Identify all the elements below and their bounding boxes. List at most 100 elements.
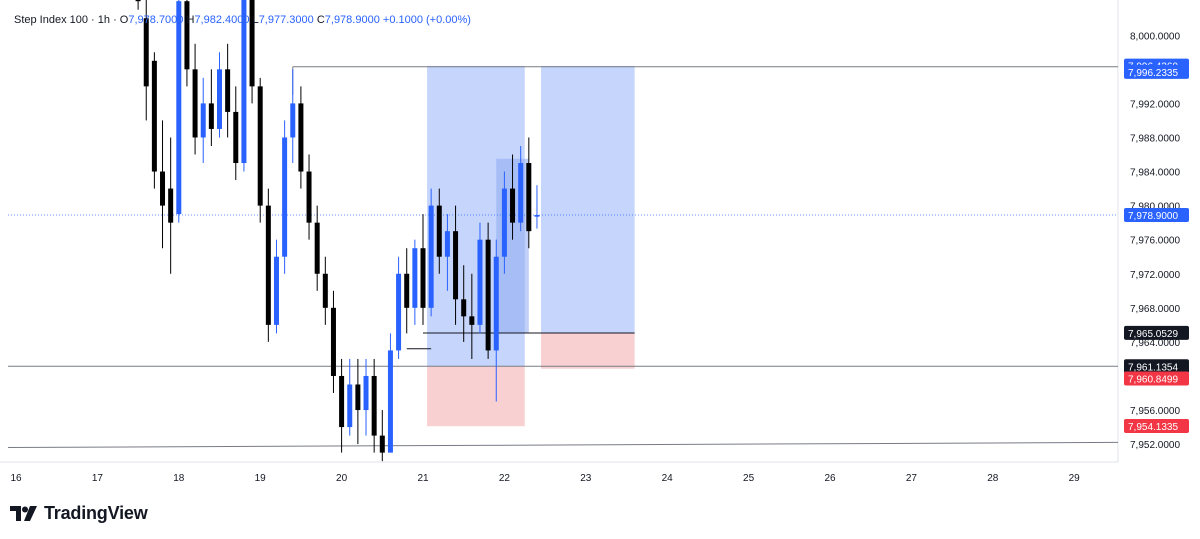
candle-body-29 <box>371 375 377 436</box>
candle-45 <box>501 171 507 274</box>
candle-33 <box>404 248 410 334</box>
loss-zone-0 <box>427 366 525 427</box>
candle-body-49 <box>534 214 540 217</box>
y-tick-label-6: 7,976.0000 <box>1130 236 1180 247</box>
candle-body-23 <box>322 273 328 308</box>
price-tag-text-3: 7,965.0529 <box>1128 329 1178 340</box>
y-tick-label-2: 7,992.0000 <box>1130 99 1180 110</box>
candle-body-15 <box>257 86 263 206</box>
y-tick-label-9: 7,964.0000 <box>1130 338 1180 349</box>
x-tick-label-13: 29 <box>1069 473 1081 484</box>
candle-body-38 <box>444 231 450 257</box>
candle-body-48 <box>526 163 532 232</box>
candle-42 <box>477 222 483 334</box>
candle-body-31 <box>387 350 393 453</box>
open-value: 7,978.7000 <box>128 14 184 26</box>
candle-13 <box>241 0 247 172</box>
price-tag-text-6: 7,954.1335 <box>1128 422 1178 433</box>
candle-30 <box>379 410 385 462</box>
x-tick-label-1: 17 <box>92 473 104 484</box>
price-tag-4: 7,961.1354 <box>1124 359 1189 374</box>
x-tick-label-12: 28 <box>987 473 999 484</box>
candle-body-1 <box>143 18 149 87</box>
candle-body-44 <box>493 256 499 351</box>
open-label: O <box>119 14 129 26</box>
position-zones <box>427 65 635 427</box>
candle-1 <box>143 0 149 121</box>
candle-41 <box>469 273 475 359</box>
candle-body-7 <box>192 69 198 138</box>
lower-trend-line <box>7 441 1119 449</box>
candle-37 <box>436 188 442 274</box>
candle-body-43 <box>485 239 491 351</box>
candle-body-5 <box>176 1 182 215</box>
candle-body-45 <box>501 188 507 257</box>
candle-body-41 <box>469 316 475 325</box>
candle-29 <box>371 358 377 453</box>
price-tag-bg-5 <box>1124 371 1189 386</box>
candle-body-10 <box>217 69 222 129</box>
candle-body-25 <box>339 375 345 428</box>
candle-body-4 <box>168 188 174 223</box>
candle-body-16 <box>265 205 271 325</box>
x-tick-label-3: 19 <box>255 473 267 484</box>
candle-6 <box>184 0 190 87</box>
price-tag-bg-1 <box>1124 64 1189 79</box>
candle-24 <box>330 290 336 394</box>
candle-body-20 <box>298 103 304 172</box>
candle-body-30 <box>379 435 385 453</box>
candle-body-24 <box>330 307 336 376</box>
candle-body-22 <box>314 222 320 274</box>
candle-body-8 <box>200 103 206 138</box>
candle-0 <box>135 0 141 10</box>
tradingview-logo[interactable]: TradingView <box>10 503 148 524</box>
price-tag-text-4: 7,961.1354 <box>1128 362 1178 373</box>
y-tick-label-12: 7,952.0000 <box>1130 440 1180 451</box>
candle-body-34 <box>412 248 418 308</box>
price-axis: 8,000.00007,996.00007,992.00007,988.0000… <box>1124 31 1189 451</box>
candle-body-17 <box>273 256 279 325</box>
candle-16 <box>265 188 271 342</box>
candle-body-42 <box>477 239 483 325</box>
y-tick-label-7: 7,972.0000 <box>1130 270 1180 281</box>
candle-10 <box>217 52 222 138</box>
x-tick-label-2: 18 <box>173 473 185 484</box>
candle-body-37 <box>436 205 442 257</box>
candle-40 <box>461 265 467 342</box>
candle-26 <box>347 358 353 436</box>
candle-18 <box>282 120 288 274</box>
candle-27 <box>355 358 361 445</box>
candle-44 <box>493 239 499 402</box>
price-tag-text-2: 7,978.9000 <box>1128 211 1178 222</box>
price-tag-bg-3 <box>1124 325 1189 340</box>
candle-31 <box>387 333 393 453</box>
candle-12 <box>233 86 239 181</box>
candle-39 <box>453 205 459 325</box>
candle-36 <box>428 188 434 317</box>
candle-body-33 <box>404 273 410 308</box>
x-tick-label-11: 27 <box>906 473 918 484</box>
candle-body-11 <box>225 69 231 112</box>
price-tag-3: 7,965.0529 <box>1124 325 1189 340</box>
candle-47 <box>518 145 524 232</box>
candle-4 <box>168 137 174 274</box>
tradingview-logo-icon <box>10 505 37 521</box>
price-tag-bg-4 <box>1124 359 1189 374</box>
brand-name: TradingView <box>44 503 148 523</box>
candle-body-3 <box>160 171 166 206</box>
candle-body-39 <box>453 231 459 300</box>
price-tag-1: 7,996.2335 <box>1124 64 1189 79</box>
candle-3 <box>160 120 166 249</box>
candle-2 <box>151 52 157 189</box>
price-tag-text-1: 7,996.2335 <box>1128 68 1178 79</box>
candles <box>135 0 540 462</box>
y-tick-label-0: 8,000.0000 <box>1130 31 1180 42</box>
horizontal-levels <box>7 66 1119 449</box>
candle-28 <box>363 358 369 436</box>
candle-46 <box>510 154 516 240</box>
candle-body-13 <box>241 0 247 164</box>
loss-zone-1 <box>541 332 635 369</box>
price-tag-2: 7,978.9000 <box>1124 207 1189 222</box>
price-tag-bg-6 <box>1124 418 1189 433</box>
